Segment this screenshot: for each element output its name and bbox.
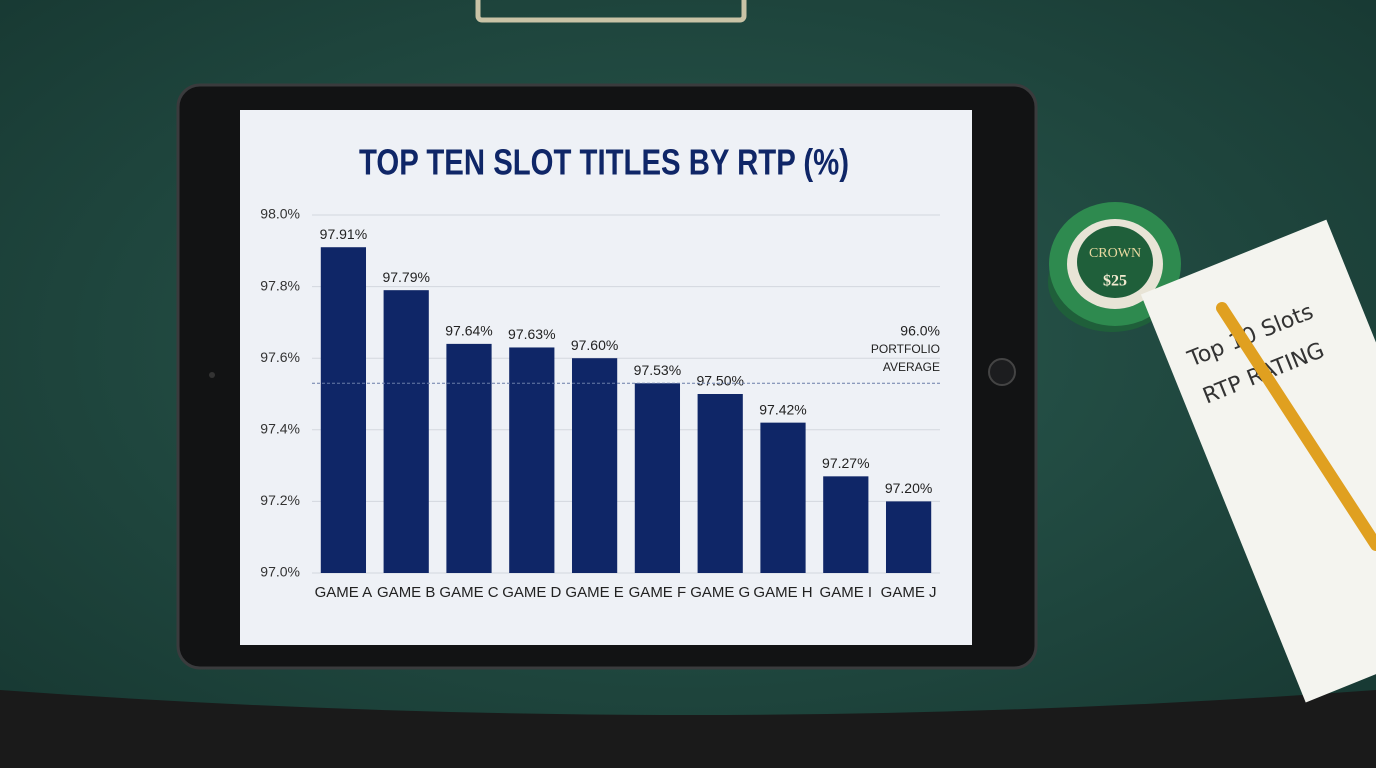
table-rail — [0, 690, 1376, 768]
chart: 97.0% 97.2% 97.4% 97.6% 97.8% 98.0% GAME A 97.9… — [260, 206, 940, 601]
x-tick-label: GAME C — [439, 584, 498, 601]
annotation: 96.0% — [900, 323, 940, 339]
bar — [446, 343, 492, 573]
x-tick-label: GAME A — [315, 584, 373, 601]
annotation: AVERAGE — [883, 360, 940, 374]
bar — [823, 476, 869, 573]
bar — [383, 290, 429, 573]
value-label: 97.63% — [508, 326, 555, 342]
y-tick-label: 97.4% — [260, 421, 300, 437]
value-label: 97.91% — [320, 226, 367, 242]
bar — [760, 422, 806, 573]
x-tick-label: GAME H — [753, 584, 812, 601]
x-tick-label: GAME B — [377, 584, 435, 601]
bar — [885, 501, 932, 573]
bar — [320, 247, 367, 573]
y-tick-label: 97.0% — [260, 564, 300, 580]
value-label: 97.50% — [696, 373, 743, 389]
x-tick-label: GAME J — [881, 584, 937, 601]
value-label: 97.60% — [571, 337, 618, 353]
bar — [634, 383, 681, 573]
chip-brand: CROWN — [1089, 246, 1141, 261]
value-label: 97.27% — [822, 455, 869, 471]
x-tick-label: GAME E — [565, 584, 623, 601]
annotation: PORTFOLIO — [871, 342, 940, 356]
value-label: 97.79% — [382, 269, 429, 285]
felt-marking — [475, 0, 747, 23]
y-tick-label: 97.6% — [260, 349, 300, 365]
x-tick-label: GAME F — [629, 584, 687, 601]
chart-title: TOP TEN SLOT TITLES BY RTP (%) — [359, 142, 849, 183]
value-label: 97.64% — [445, 323, 492, 339]
x-tick-label: GAME D — [502, 584, 561, 601]
y-tick-label: 97.2% — [260, 492, 300, 508]
value-label: 97.42% — [759, 401, 806, 417]
bar — [571, 358, 618, 573]
x-tick-label: GAME G — [690, 584, 750, 601]
y-tick-label: 98.0% — [260, 206, 300, 222]
home-button — [988, 358, 1016, 386]
y-tick-label: 97.8% — [260, 277, 300, 293]
bar — [509, 347, 555, 573]
pencil — [1216, 302, 1376, 551]
value-label: 97.20% — [885, 480, 932, 496]
chip-value: $25 — [1103, 273, 1127, 290]
camera — [209, 372, 215, 378]
x-tick-label: GAME I — [820, 584, 873, 601]
value-label: 97.53% — [634, 362, 681, 378]
bar — [697, 394, 743, 573]
